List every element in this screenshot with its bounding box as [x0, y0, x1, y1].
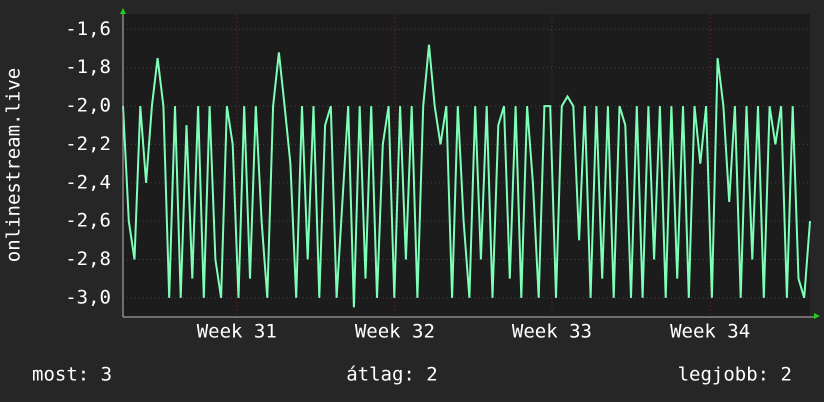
x-tick-label: Week 32: [355, 321, 435, 343]
y-tick-label: -2,6: [65, 210, 111, 232]
x-arrow: [814, 313, 820, 319]
y-axis-label: onlinestream.live: [3, 68, 25, 262]
series-line: [122, 44, 811, 308]
footer-avg: átlag: 2: [346, 364, 438, 386]
y-tick-label: -1,6: [65, 18, 111, 40]
y-tick-label: -1,8: [65, 56, 111, 78]
y-tick-label: -2,4: [65, 171, 111, 193]
y-tick-label: -2,0: [65, 95, 111, 117]
footer-best: legjobb: 2: [678, 364, 792, 386]
x-tick-label: Week 31: [197, 321, 277, 343]
marks: [122, 44, 811, 308]
x-tick-label: Week 34: [670, 321, 750, 343]
x-tick-label: Week 33: [512, 321, 592, 343]
y-arrow: [120, 8, 126, 14]
y-tick-label: -2,2: [65, 133, 111, 155]
footer-now: most: 3: [32, 364, 112, 386]
y-tick-label: -3,0: [65, 286, 111, 308]
y-tick-label: -2,8: [65, 248, 111, 270]
